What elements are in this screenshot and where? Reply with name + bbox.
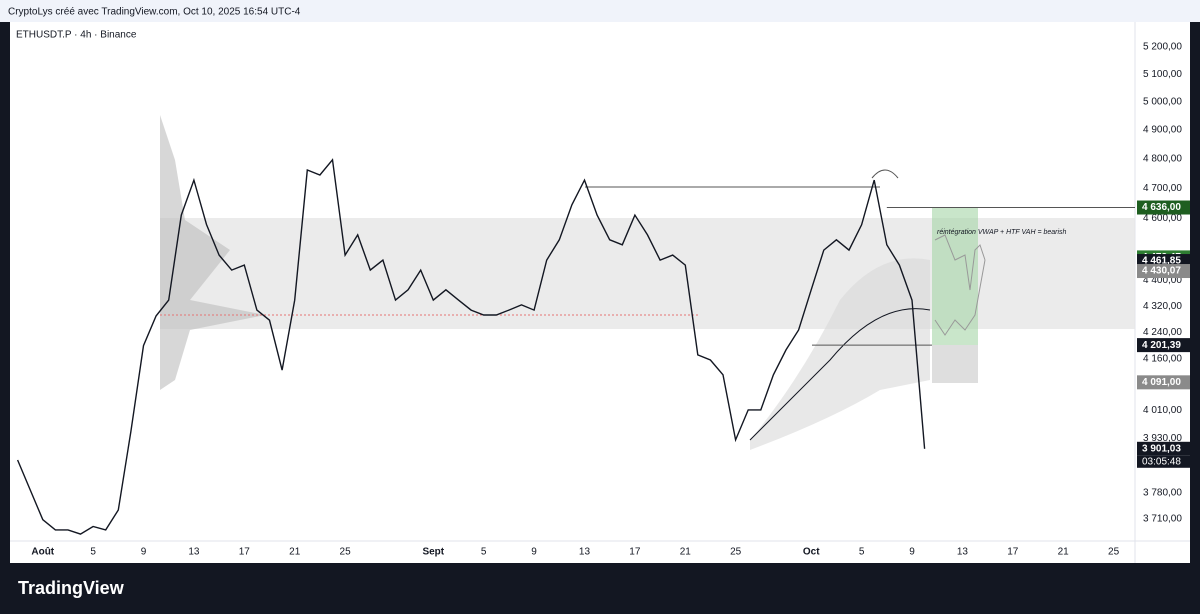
- y-tick-label: 4 700,00: [1143, 183, 1182, 194]
- price-label: 4 636,00: [1142, 202, 1181, 213]
- countdown: 03:05:48: [1142, 456, 1181, 467]
- projection-bottom: [934, 259, 986, 336]
- x-tick-label: Oct: [803, 547, 820, 558]
- price-label-box: [1137, 264, 1190, 279]
- x-tick-label: Sept: [422, 547, 444, 558]
- x-tick-label: 17: [239, 547, 251, 558]
- price-label-box: [1137, 375, 1190, 390]
- stop-box: [932, 345, 978, 383]
- top-bar: [0, 0, 1200, 22]
- price-label-box: [1137, 338, 1190, 353]
- y-tick-label: 4 320,00: [1143, 301, 1182, 312]
- y-tick-label: 4 800,00: [1143, 154, 1182, 165]
- x-tick-label: 5: [90, 547, 96, 558]
- price-label-box: [1137, 441, 1190, 456]
- credit: CryptoLys créé avec TradingView.com, Oct…: [8, 7, 301, 18]
- y-tick-label: 5 100,00: [1143, 69, 1182, 80]
- y-tick-label: 4 010,00: [1143, 405, 1182, 416]
- x-tick-label: Août: [31, 547, 54, 558]
- y-tick-label: 4 160,00: [1143, 354, 1182, 365]
- countdown-box: [1137, 455, 1190, 468]
- price-label: 4 430,07: [1142, 266, 1181, 277]
- y-tick-label: 4 900,00: [1143, 125, 1182, 136]
- x-tick-label: 9: [141, 547, 147, 558]
- price-label-box: [1137, 200, 1190, 215]
- price-label: 4 461,85: [1142, 256, 1181, 267]
- x-tick-label: 13: [579, 547, 591, 558]
- price-label: 3 901,03: [1142, 443, 1181, 454]
- y-tick-label: 5 000,00: [1143, 97, 1182, 108]
- price-label: 4 201,39: [1142, 340, 1181, 351]
- target-box: [932, 207, 978, 345]
- x-tick-label: 17: [1007, 547, 1019, 558]
- projection-top: [934, 234, 986, 291]
- x-tick-label: 25: [340, 547, 352, 558]
- volume-profile: [160, 115, 265, 390]
- x-tick-label: 9: [909, 547, 915, 558]
- brand: TradingView: [18, 578, 125, 598]
- x-tick-label: 5: [481, 547, 487, 558]
- x-tick-label: 13: [188, 547, 200, 558]
- x-tick-label: 21: [680, 547, 692, 558]
- y-tick-label: 4 600,00: [1143, 213, 1182, 224]
- x-tick-label: 17: [629, 547, 641, 558]
- vwap-line: [749, 308, 931, 441]
- y-tick-label: 3 780,00: [1143, 487, 1182, 498]
- y-tick-label: 4 240,00: [1143, 327, 1182, 338]
- x-tick-label: 25: [1108, 547, 1120, 558]
- annotation: réintégration VWAP + HTF VAH = bearish: [937, 229, 1067, 236]
- price-label: 4 091,00: [1142, 377, 1181, 388]
- x-tick-label: 13: [957, 547, 969, 558]
- vwap-band: [750, 258, 930, 450]
- x-tick-label: 21: [289, 547, 301, 558]
- y-tick-label: 3 710,00: [1143, 514, 1182, 525]
- x-tick-label: 9: [531, 547, 537, 558]
- x-tick-label: 5: [859, 547, 865, 558]
- y-tick-label: 4 400,00: [1143, 275, 1182, 286]
- top-arc: [871, 169, 899, 179]
- y-tick-label: 5 200,00: [1143, 42, 1182, 53]
- symbol: ETHUSDT.P · 4h · Binance: [16, 30, 137, 41]
- x-tick-label: 25: [730, 547, 742, 558]
- plot: [16, 158, 1135, 535]
- y-tick-label: 3 930,00: [1143, 433, 1182, 444]
- price-line: [16, 158, 926, 535]
- x-tick-label: 21: [1058, 547, 1070, 558]
